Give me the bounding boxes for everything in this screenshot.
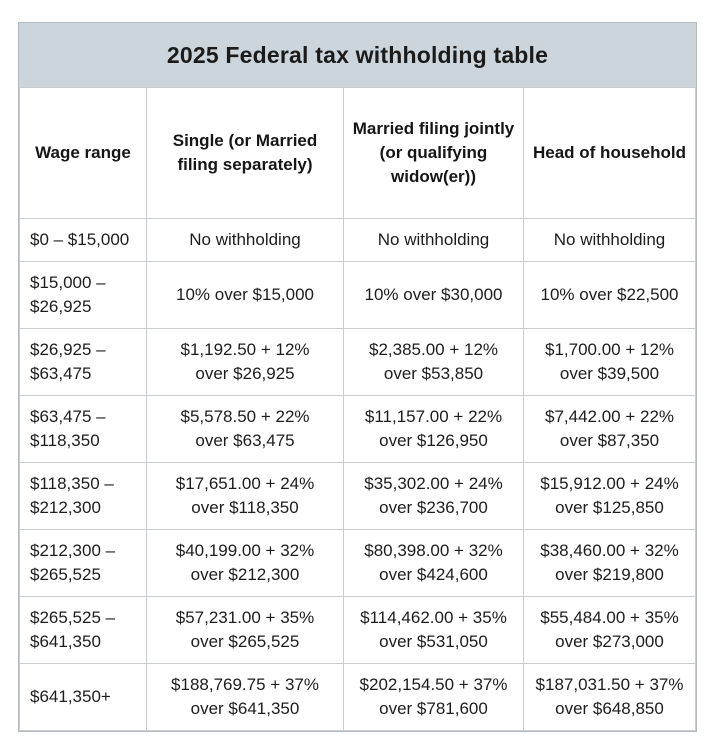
wage-range-cell: $212,300 – $265,525 <box>19 529 147 597</box>
column-header-single: Single (or Married filing separately) <box>146 87 344 219</box>
wage-range-cell: $118,350 – $212,300 <box>19 462 147 530</box>
tax-table: Wage range Single (or Married filing sep… <box>19 87 696 731</box>
tax-table-figure: 2025 Federal tax withholding table Wage … <box>18 22 697 732</box>
table-cell: $15,912.00 + 24% over $125,850 <box>523 462 696 530</box>
wage-range-cell: $0 – $15,000 <box>19 218 147 262</box>
table-cell: $55,484.00 + 35% over $273,000 <box>523 596 696 664</box>
table-cell: $1,192.50 + 12% over $26,925 <box>146 328 344 396</box>
wage-range-cell: $265,525 – $641,350 <box>19 596 147 664</box>
table-cell: $11,157.00 + 22% over $126,950 <box>343 395 524 463</box>
wage-range-cell: $63,475 – $118,350 <box>19 395 147 463</box>
table-cell: 10% over $15,000 <box>146 261 344 329</box>
table-title: 2025 Federal tax withholding table <box>19 23 696 87</box>
wage-range-cell: $26,925 – $63,475 <box>19 328 147 396</box>
table-row: $265,525 – $641,350 $57,231.00 + 35% ove… <box>19 596 696 664</box>
table-row: $641,350+ $188,769.75 + 37% over $641,35… <box>19 663 696 731</box>
table-cell: No withholding <box>146 218 344 262</box>
table-cell: $5,578.50 + 22% over $63,475 <box>146 395 344 463</box>
table-cell: $57,231.00 + 35% over $265,525 <box>146 596 344 664</box>
header-row: Wage range Single (or Married filing sep… <box>19 87 696 219</box>
table-row: $15,000 – $26,925 10% over $15,000 10% o… <box>19 261 696 329</box>
wage-range-cell: $641,350+ <box>19 663 147 731</box>
column-header-married-jointly: Married filing jointly (or qualifying wi… <box>343 87 524 219</box>
table-cell: $38,460.00 + 32% over $219,800 <box>523 529 696 597</box>
table-cell: $114,462.00 + 35% over $531,050 <box>343 596 524 664</box>
table-row: $63,475 – $118,350 $5,578.50 + 22% over … <box>19 395 696 463</box>
table-cell: 10% over $30,000 <box>343 261 524 329</box>
table-cell: $80,398.00 + 32% over $424,600 <box>343 529 524 597</box>
table-cell: $187,031.50 + 37% over $648,850 <box>523 663 696 731</box>
table-cell: $1,700.00 + 12% over $39,500 <box>523 328 696 396</box>
table-cell: $2,385.00 + 12% over $53,850 <box>343 328 524 396</box>
table-cell: No withholding <box>523 218 696 262</box>
table-cell: $40,199.00 + 32% over $212,300 <box>146 529 344 597</box>
table-row: $0 – $15,000 No withholding No withholdi… <box>19 218 696 262</box>
table-cell: $188,769.75 + 37% over $641,350 <box>146 663 344 731</box>
table-cell: $35,302.00 + 24% over $236,700 <box>343 462 524 530</box>
column-header-head-of-household: Head of household <box>523 87 696 219</box>
table-row: $26,925 – $63,475 $1,192.50 + 12% over $… <box>19 328 696 396</box>
table-cell: $7,442.00 + 22% over $87,350 <box>523 395 696 463</box>
table-cell: No withholding <box>343 218 524 262</box>
column-header-wage-range: Wage range <box>19 87 147 219</box>
table-row: $212,300 – $265,525 $40,199.00 + 32% ove… <box>19 529 696 597</box>
table-row: $118,350 – $212,300 $17,651.00 + 24% ove… <box>19 462 696 530</box>
table-cell: $17,651.00 + 24% over $118,350 <box>146 462 344 530</box>
table-cell: 10% over $22,500 <box>523 261 696 329</box>
wage-range-cell: $15,000 – $26,925 <box>19 261 147 329</box>
table-cell: $202,154.50 + 37% over $781,600 <box>343 663 524 731</box>
